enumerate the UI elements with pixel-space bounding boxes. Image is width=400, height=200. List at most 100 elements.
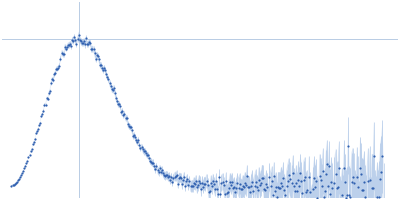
Point (251, 185, 258, 188)
Point (234, 181, 241, 185)
Point (110, 89, 116, 92)
Point (177, 176, 183, 179)
Point (332, 173, 339, 176)
Point (139, 148, 146, 151)
Point (302, 190, 309, 193)
Point (259, 177, 265, 180)
Point (94, 53, 100, 57)
Point (46, 92, 52, 95)
Point (20, 169, 26, 172)
Point (71, 36, 78, 39)
Point (188, 184, 195, 188)
Point (254, 185, 260, 189)
Point (85, 42, 92, 46)
Point (23, 162, 30, 165)
Point (147, 159, 153, 162)
Point (178, 177, 184, 180)
Point (88, 47, 94, 50)
Point (108, 88, 115, 91)
Point (261, 187, 267, 190)
Point (58, 51, 65, 54)
Point (244, 174, 250, 178)
Point (187, 185, 194, 188)
Point (149, 161, 155, 165)
Point (374, 196, 380, 199)
Point (267, 184, 274, 188)
Point (73, 42, 80, 45)
Point (196, 180, 202, 183)
Point (156, 167, 163, 170)
Point (86, 40, 92, 44)
Point (121, 112, 128, 115)
Point (240, 184, 246, 187)
Point (49, 78, 55, 81)
Point (19, 171, 25, 175)
Point (76, 38, 83, 42)
Point (329, 187, 336, 190)
Point (334, 186, 340, 190)
Point (341, 166, 347, 169)
Point (206, 189, 213, 192)
Point (124, 122, 131, 126)
Point (218, 181, 225, 185)
Point (203, 179, 210, 182)
Point (91, 52, 98, 55)
Point (304, 189, 310, 192)
Point (160, 171, 166, 174)
Point (97, 63, 103, 66)
Point (379, 155, 386, 158)
Point (352, 198, 358, 200)
Point (117, 105, 123, 108)
Point (368, 186, 375, 189)
Point (232, 190, 238, 193)
Point (57, 57, 64, 60)
Point (47, 89, 53, 92)
Point (153, 165, 160, 168)
Point (99, 67, 105, 70)
Point (60, 53, 66, 56)
Point (79, 41, 85, 44)
Point (145, 153, 151, 157)
Point (217, 192, 224, 196)
Point (28, 148, 35, 151)
Point (66, 43, 72, 47)
Point (361, 181, 368, 184)
Point (184, 178, 190, 181)
Point (8, 184, 15, 187)
Point (242, 181, 248, 184)
Point (246, 186, 252, 189)
Point (199, 181, 206, 184)
Point (296, 185, 302, 188)
Point (63, 47, 69, 50)
Point (186, 180, 193, 183)
Point (322, 190, 328, 193)
Point (96, 58, 102, 61)
Point (279, 184, 286, 187)
Point (377, 177, 384, 180)
Point (286, 174, 292, 177)
Point (105, 77, 112, 81)
Point (41, 103, 48, 107)
Point (35, 128, 41, 131)
Point (206, 191, 212, 194)
Point (212, 187, 218, 190)
Point (230, 187, 236, 190)
Point (225, 191, 231, 194)
Point (94, 55, 101, 58)
Point (226, 186, 232, 189)
Point (270, 175, 277, 178)
Point (126, 124, 132, 127)
Point (183, 179, 190, 183)
Point (39, 112, 46, 116)
Point (155, 171, 162, 174)
Point (55, 66, 62, 69)
Point (174, 182, 181, 185)
Point (277, 186, 283, 189)
Point (325, 184, 331, 188)
Point (213, 180, 219, 183)
Point (30, 142, 36, 146)
Point (138, 145, 145, 148)
Point (16, 177, 22, 180)
Point (36, 123, 42, 126)
Point (164, 174, 170, 177)
